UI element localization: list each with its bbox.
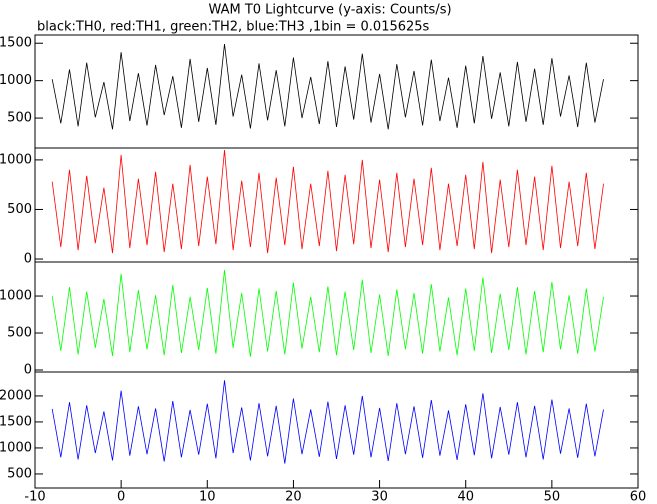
x-tick-label: 40 <box>457 490 474 504</box>
y-tick-label: 500 <box>7 202 32 217</box>
y-tick-label: 1000 <box>0 152 32 167</box>
panel-frame <box>34 371 639 489</box>
x-tick-label: -10 <box>24 490 45 504</box>
y-tick-label: 1000 <box>0 289 32 304</box>
y-tick-label: 500 <box>7 466 32 481</box>
x-tick-label: 20 <box>285 490 302 504</box>
x-tick-label: 50 <box>544 490 561 504</box>
y-tick-label: 2000 <box>0 388 32 403</box>
x-tick-label: 10 <box>199 490 216 504</box>
series-line <box>51 43 604 130</box>
y-tick-label: 1000 <box>0 73 32 88</box>
y-tick-label: 1500 <box>0 36 32 51</box>
y-tick-label: 1000 <box>0 440 32 455</box>
y-tick-label: 500 <box>7 326 32 341</box>
x-tick-label: 0 <box>117 490 125 504</box>
chart-title: WAM T0 Lightcurve (y-axis: Counts/s) <box>208 3 451 18</box>
chart-subtitle: black:TH0, red:TH1, green:TH2, blue:TH3 … <box>37 20 430 35</box>
y-tick-label: 0 <box>24 363 32 378</box>
series-line <box>51 149 604 254</box>
x-tick-label: 30 <box>371 490 388 504</box>
y-tick-label: 1500 <box>0 414 32 429</box>
series-line <box>51 380 604 464</box>
series-line <box>51 270 604 357</box>
y-tick-label: 0 <box>24 252 32 267</box>
y-tick-label: 500 <box>7 111 32 126</box>
x-tick-label: 60 <box>630 490 647 504</box>
